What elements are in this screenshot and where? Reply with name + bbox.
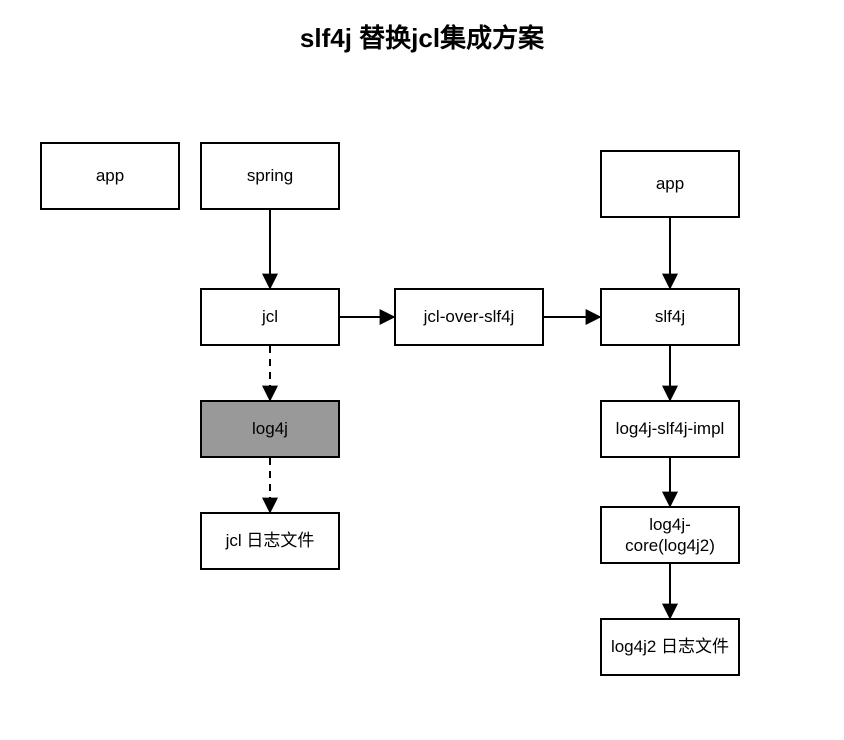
node-label: slf4j <box>655 306 685 327</box>
node-jcl-file: jcl 日志文件 <box>200 512 340 570</box>
node-label: app <box>656 173 684 194</box>
node-label: jcl 日志文件 <box>226 530 315 551</box>
node-label: log4j-slf4j-impl <box>616 418 725 439</box>
node-jcl: jcl <box>200 288 340 346</box>
node-label: app <box>96 165 124 186</box>
node-app-right: app <box>600 150 740 218</box>
node-slf4j: slf4j <box>600 288 740 346</box>
node-jcl-over: jcl-over-slf4j <box>394 288 544 346</box>
node-log4j: log4j <box>200 400 340 458</box>
node-label: log4j2 日志文件 <box>611 636 729 657</box>
node-log4j-impl: log4j-slf4j-impl <box>600 400 740 458</box>
diagram-title: slf4j 替换jcl集成方案 <box>0 18 844 55</box>
node-label: log4j-core(log4j2) <box>608 514 732 557</box>
node-log4j2-file: log4j2 日志文件 <box>600 618 740 676</box>
node-label: spring <box>247 165 293 186</box>
node-spring: spring <box>200 142 340 210</box>
node-app-left: app <box>40 142 180 210</box>
node-label: log4j <box>252 418 288 439</box>
node-label: jcl-over-slf4j <box>424 306 515 327</box>
node-log4j-core: log4j-core(log4j2) <box>600 506 740 564</box>
diagram-canvas: slf4j 替换jcl集成方案 app spring app jcl jcl-o… <box>0 0 844 740</box>
node-label: jcl <box>262 306 278 327</box>
